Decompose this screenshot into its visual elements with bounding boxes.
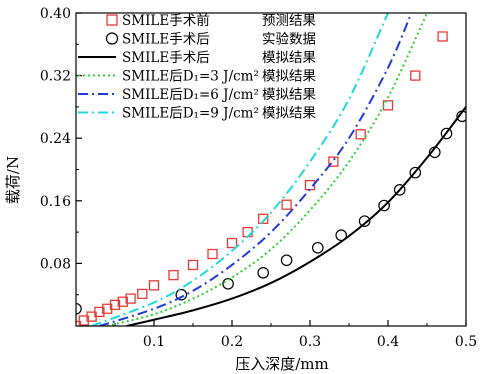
y-tick-label: 0.08 xyxy=(40,256,71,272)
axes-layer: 0.1 0.2 0.3 0.4 0.5 0.08 0.16 0.24 0.32 0.40 xyxy=(40,6,477,350)
data-point-circle xyxy=(175,288,188,301)
data-point-square xyxy=(281,199,292,210)
data-point-circle xyxy=(222,277,234,290)
legend-note: 实验数据 xyxy=(262,32,316,48)
legend-label: SMILE手术前 xyxy=(122,12,210,29)
data-point-circle xyxy=(358,215,371,227)
series-line xyxy=(126,106,466,326)
data-point-circle xyxy=(409,166,422,179)
legend-label: SMILE手术后 xyxy=(122,32,210,48)
x-tick-label: 0.3 xyxy=(299,334,321,350)
plot-background xyxy=(76,13,466,326)
data-point-square xyxy=(226,237,238,249)
y-axis-title: 载荷/N xyxy=(4,156,22,204)
x-tick-label: 0.2 xyxy=(221,334,243,350)
series-2 xyxy=(126,106,466,326)
legend-note: 预测结果 xyxy=(262,13,316,29)
x-tick-label: 0.5 xyxy=(455,334,477,350)
data-point-square xyxy=(168,269,179,281)
data-point-square xyxy=(355,129,366,140)
legend-item: SMILE后D₁=9 J/cm² 模拟结果 xyxy=(78,106,316,122)
legend-label: SMILE手术后 xyxy=(122,50,210,66)
y-tick-label: 0.16 xyxy=(40,194,71,210)
legend-item: SMILE手术后 模拟结果 xyxy=(78,50,316,66)
data-point-square xyxy=(207,248,218,260)
legend-item: SMILE后D₁=3 J/cm² 模拟结果 xyxy=(78,69,316,85)
series-line xyxy=(91,13,389,326)
data-point-circle xyxy=(280,254,293,267)
series-0 xyxy=(76,31,448,326)
data-point-square xyxy=(125,293,136,304)
data-point-square xyxy=(410,70,421,81)
legend-symbol-square xyxy=(106,14,118,26)
y-tick-label: 0.40 xyxy=(40,6,71,22)
legend-note: 模拟结果 xyxy=(262,50,316,66)
x-tick-label: 0.4 xyxy=(377,334,399,350)
legend-label: SMILE后D₁=9 J/cm² xyxy=(122,106,259,122)
data-point-square xyxy=(117,296,128,307)
legend-label: SMILE后D₁=3 J/cm² xyxy=(122,69,259,85)
legend-item: SMILE手术后 实验数据 xyxy=(105,32,316,48)
series-line xyxy=(106,13,428,326)
data-point-circle xyxy=(311,241,324,254)
data-point-circle xyxy=(393,184,406,196)
x-axis-title: 压入深度/mm xyxy=(235,355,329,373)
legend-note: 模拟结果 xyxy=(262,87,316,103)
data-point-circle xyxy=(378,199,390,212)
data-point-square xyxy=(187,259,199,271)
legend-item: SMILE后D₁=6 J/cm² 模拟结果 xyxy=(78,87,316,103)
legend-note: 模拟结果 xyxy=(262,69,316,85)
data-point-square xyxy=(148,280,160,291)
legend-item: SMILE手术前 预测结果 xyxy=(106,12,316,29)
data-point-square xyxy=(258,213,269,224)
series-5 xyxy=(91,13,389,326)
y-tick-label: 0.32 xyxy=(40,69,71,85)
series-layer xyxy=(76,13,466,326)
data-point-circle xyxy=(440,127,453,140)
data-point-square xyxy=(437,31,448,42)
series-1 xyxy=(76,110,466,315)
data-point-square xyxy=(328,156,339,167)
legend-label: SMILE后D₁=6 J/cm² xyxy=(122,87,259,103)
data-point-square xyxy=(109,299,121,311)
series-3 xyxy=(106,13,428,326)
plot-area xyxy=(76,13,466,326)
data-point-square xyxy=(94,306,105,318)
legend-symbol-circle xyxy=(105,32,119,45)
y-tick-label: 0.24 xyxy=(40,131,71,147)
x-tick-label: 0.1 xyxy=(143,334,165,350)
data-point-circle xyxy=(257,266,269,279)
data-point-circle xyxy=(335,229,347,242)
legend-note: 模拟结果 xyxy=(262,106,316,122)
data-point-square xyxy=(137,288,148,300)
